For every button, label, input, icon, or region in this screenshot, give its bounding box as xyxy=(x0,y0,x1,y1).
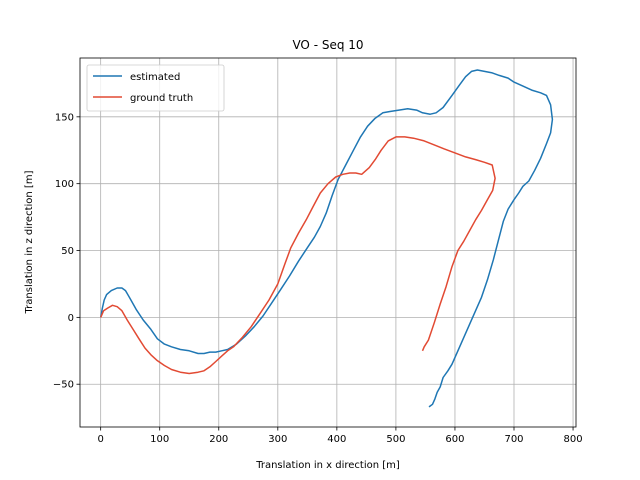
y-tick-label: 150 xyxy=(55,112,74,123)
x-axis-label: Translation in x direction [m] xyxy=(255,460,400,471)
y-tick-label: −50 xyxy=(53,380,74,391)
axis-ticks: 0 100 200 300 400 500 600 700 800 −50 0 50 100 150 xyxy=(53,112,583,445)
x-tick-label: 400 xyxy=(327,434,346,445)
x-tick-label: 700 xyxy=(504,434,523,445)
x-tick-label: 0 xyxy=(97,434,103,445)
x-tick-label: 200 xyxy=(209,434,228,445)
series-layer xyxy=(99,69,554,408)
plot-area xyxy=(80,58,576,427)
series-line-ground-truth xyxy=(100,136,496,375)
x-tick-label: 100 xyxy=(150,434,169,445)
y-tick-label: 50 xyxy=(61,246,74,257)
x-tick-label: 600 xyxy=(445,434,464,445)
y-axis-label: Translation in z direction [m] xyxy=(24,170,35,314)
plot-frame xyxy=(79,57,577,428)
series-line-estimated xyxy=(99,69,554,408)
legend-label-ground-truth: ground truth xyxy=(130,93,193,104)
y-tick-label: 0 xyxy=(68,313,74,324)
chart-title: VO - Seq 10 xyxy=(292,38,363,52)
x-tick-label: 500 xyxy=(386,434,405,445)
legend-label-estimated: estimated xyxy=(130,72,180,83)
grid-lines xyxy=(80,58,576,427)
legend: estimated ground truth xyxy=(86,64,225,112)
y-tick-label: 100 xyxy=(55,179,74,190)
x-tick-label: 800 xyxy=(564,434,583,445)
x-tick-label: 300 xyxy=(268,434,287,445)
